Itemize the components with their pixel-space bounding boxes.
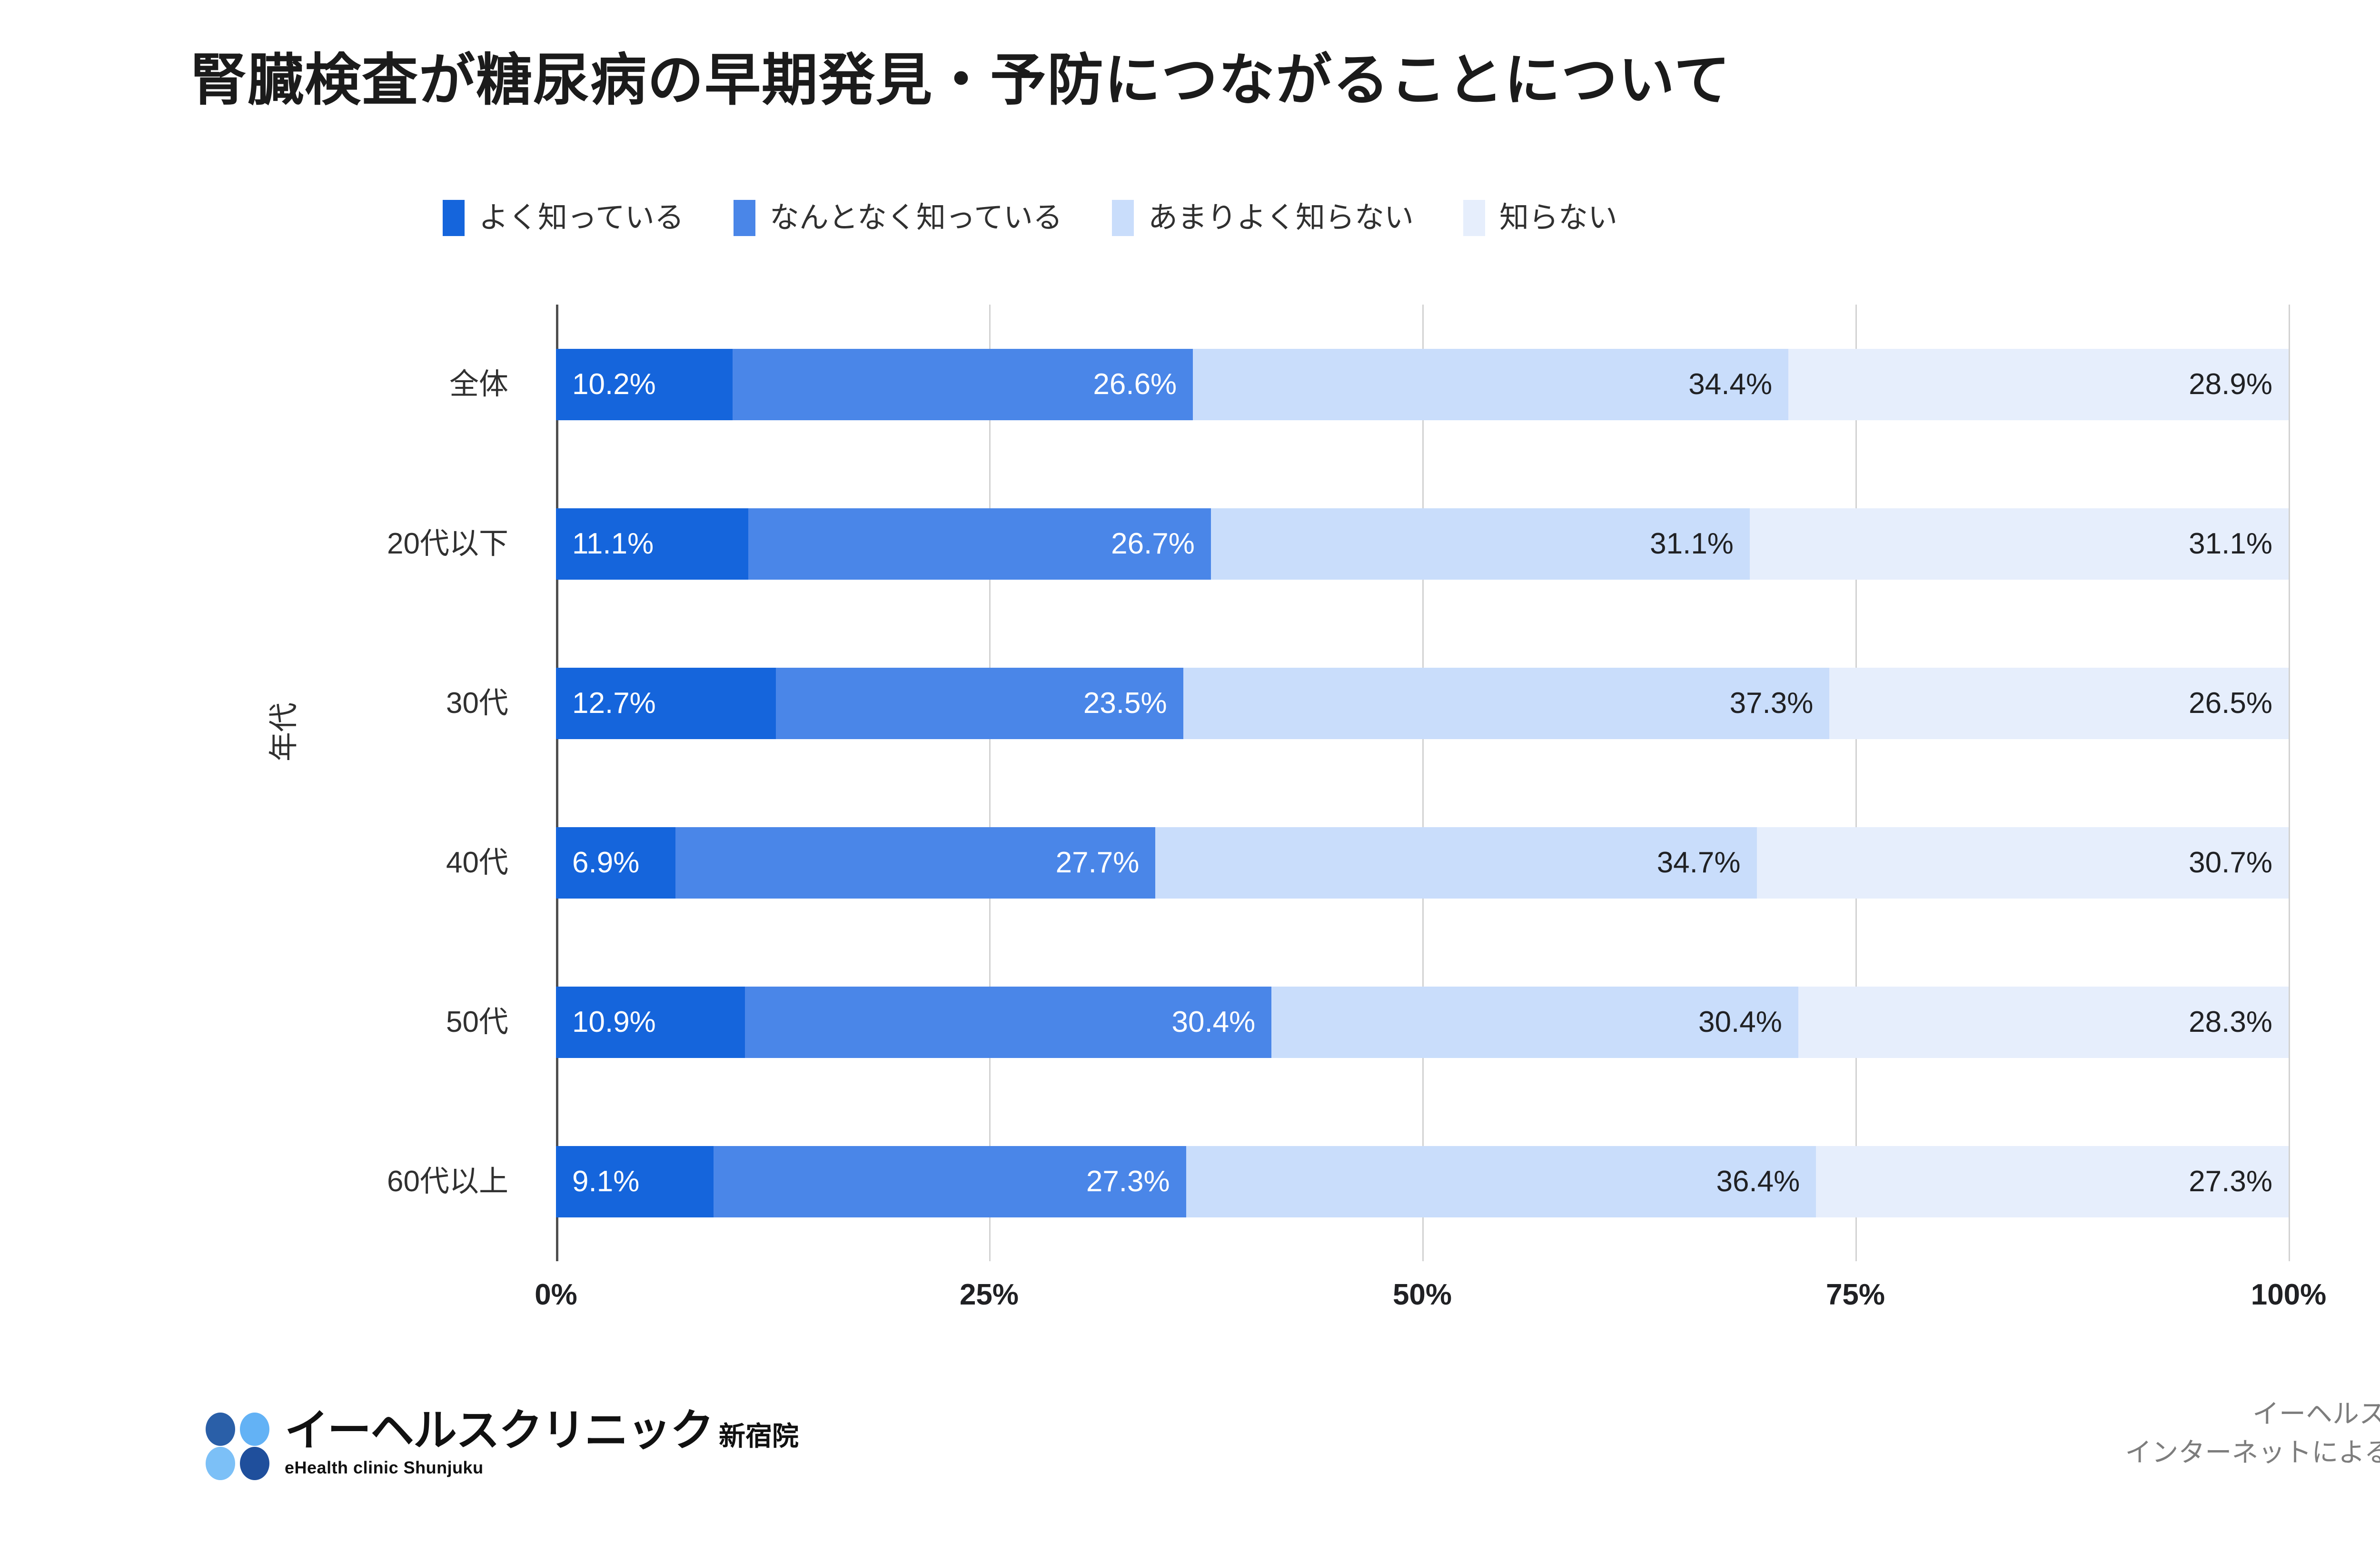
x-axis-tick-labels: 0% 25% 50% 75% 100% xyxy=(535,1278,2326,1323)
y-axis-title: 年代 xyxy=(268,702,300,761)
bar-segment: 27.7% xyxy=(675,827,1156,899)
bar-segment: 34.4% xyxy=(1193,348,1789,420)
legend-swatch-icon xyxy=(1111,200,1134,236)
y-axis-label: 全体 xyxy=(449,367,508,401)
y-axis-label: 50代 xyxy=(446,1005,508,1038)
legend-swatch-icon xyxy=(443,200,465,236)
logo-petals-icon xyxy=(205,1413,272,1480)
legend-swatch-icon xyxy=(1463,200,1485,236)
x-axis-tick: 75% xyxy=(1825,1278,1885,1311)
gridline-25 xyxy=(989,305,991,1261)
y-axis-line xyxy=(556,305,558,1261)
x-axis-tick: 100% xyxy=(2251,1278,2327,1311)
bar-row: 9.1% 27.3% 36.4% 27.3% xyxy=(556,1146,2289,1217)
legend-item-0: よく知っている xyxy=(443,200,684,236)
legend-item-2: あまりよく知らない xyxy=(1111,200,1414,236)
legend-item-1: なんとなく知っている xyxy=(733,200,1062,236)
bar-segment: 10.9% xyxy=(556,986,745,1058)
chart-plot-area: 10.2% 26.6% 34.4% 28.9% 11.1% 26.7% 31.1% 31.1%… xyxy=(556,305,2290,1261)
bar-segment: 30.4% xyxy=(1271,986,1798,1058)
bar-segment: 30.7% xyxy=(1756,827,2289,899)
bar-segment: 27.3% xyxy=(713,1146,1186,1217)
y-axis-label: 60代以上 xyxy=(387,1165,508,1198)
x-axis-tick: 50% xyxy=(1392,1278,1452,1311)
bar-segment: 11.1% xyxy=(556,508,749,580)
logo-text: イーヘルスクリニック 新宿院 eHealth clinic Shunjuku xyxy=(285,1409,799,1476)
y-axis-category-labels: 全体 20代以下 30代 40代 50代 60代以上 xyxy=(0,305,533,1261)
bar-segment: 28.3% xyxy=(1798,986,2289,1058)
bar-row: 11.1% 26.7% 31.1% 31.1% xyxy=(556,508,2289,580)
legend-label: あまりよく知らない xyxy=(1148,201,1414,234)
bar-segment: 37.3% xyxy=(1183,667,1830,739)
legend-label: 知らない xyxy=(1499,201,1617,234)
bar-row: 10.2% 26.6% 34.4% 28.9% xyxy=(556,348,2289,420)
logo-petal-top-right xyxy=(240,1413,269,1446)
chart-legend: よく知っている なんとなく知っている あまりよく知らない 知らない xyxy=(443,200,1617,236)
legend-item-3: 知らない xyxy=(1463,200,1617,236)
bar-segment: 31.1% xyxy=(1749,508,2289,580)
x-axis-tick: 0% xyxy=(535,1278,577,1311)
bar-segment: 28.9% xyxy=(1788,348,2289,420)
logo-main-text: イーヘルスクリニック xyxy=(285,1406,714,1455)
y-axis-label: 20代以下 xyxy=(387,527,508,560)
bar-row: 10.9% 30.4% 30.4% 28.3% xyxy=(556,986,2289,1058)
bar-segment: 6.9% xyxy=(556,827,676,899)
bar-segment: 12.7% xyxy=(556,667,776,739)
gridline-75 xyxy=(1855,305,1857,1261)
logo-petal-top-left xyxy=(206,1413,235,1446)
bar-segment: 10.2% xyxy=(556,348,733,420)
clinic-logo: イーヘルスクリニック 新宿院 eHealth clinic Shunjuku xyxy=(205,1409,799,1480)
x-axis-tick: 25% xyxy=(959,1278,1019,1311)
bar-segment: 30.4% xyxy=(744,986,1272,1058)
y-axis-label: 40代 xyxy=(446,846,508,879)
source-survey-method: インターネットによる匿名調査｜n=305 xyxy=(2125,1437,2380,1468)
logo-english-text: eHealth clinic Shunjuku xyxy=(285,1458,484,1477)
logo-petal-bottom-right xyxy=(240,1447,269,1480)
legend-label: なんとなく知っている xyxy=(769,201,1062,234)
bar-segment: 23.5% xyxy=(776,667,1183,739)
chart-bars: 10.2% 26.6% 34.4% 28.9% 11.1% 26.7% 31.1% 31.1%… xyxy=(556,305,2289,1261)
legend-swatch-icon xyxy=(733,200,755,236)
bar-segment: 26.7% xyxy=(748,508,1211,580)
page-title: 腎臓検査が糖尿病の早期発見・予防につながることについて xyxy=(190,49,1731,112)
bar-segment: 36.4% xyxy=(1186,1146,1816,1217)
bar-row: 6.9% 27.7% 34.7% 30.7% xyxy=(556,827,2289,899)
bar-segment: 31.1% xyxy=(1210,508,1750,580)
bar-segment: 9.1% xyxy=(556,1146,714,1217)
bar-segment: 26.5% xyxy=(1829,667,2289,739)
gridline-100 xyxy=(2289,305,2290,1261)
bar-segment: 26.6% xyxy=(732,348,1193,420)
logo-branch-text: 新宿院 xyxy=(719,1421,799,1451)
legend-label: よく知っている xyxy=(479,201,684,234)
bar-row: 12.7% 23.5% 37.3% 26.5% xyxy=(556,667,2289,739)
y-axis-label: 30代 xyxy=(446,686,508,720)
logo-primary-line: イーヘルスクリニック 新宿院 xyxy=(285,1409,799,1453)
logo-petal-bottom-left xyxy=(206,1447,235,1480)
gridline-50 xyxy=(1422,305,1424,1261)
bar-segment: 34.7% xyxy=(1155,827,1757,899)
bar-segment: 27.3% xyxy=(1816,1146,2289,1217)
